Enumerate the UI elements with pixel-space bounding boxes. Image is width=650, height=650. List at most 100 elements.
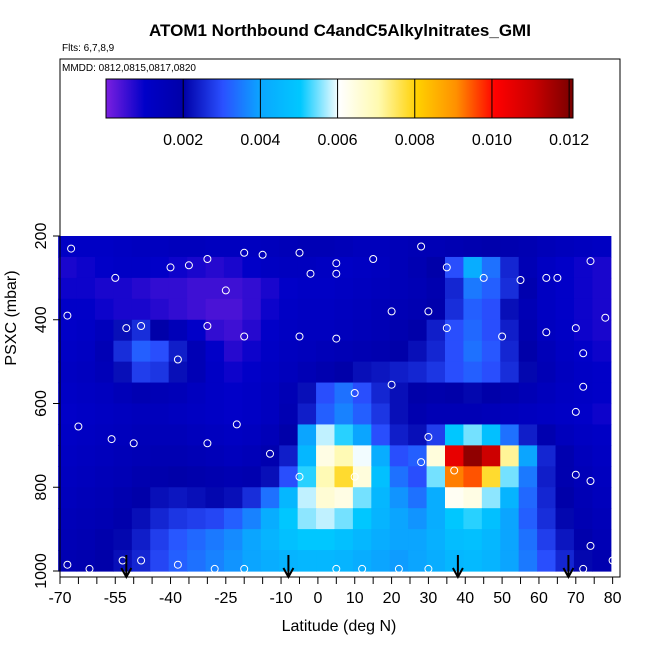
heatmap-cell [481, 236, 501, 258]
heatmap-cell [131, 340, 151, 363]
heatmap-cell [500, 361, 520, 384]
sample-point [424, 433, 433, 441]
heatmap-cell [297, 529, 317, 551]
heatmap-cell [260, 382, 280, 405]
heatmap-cell [187, 529, 207, 551]
x-tick-label: -25 [214, 590, 237, 607]
heatmap-cell [426, 361, 446, 384]
heatmap-cell [95, 277, 115, 300]
sample-point [542, 328, 551, 337]
heatmap-cell [573, 256, 593, 279]
heatmap-cell [573, 466, 593, 488]
heatmap-cell [205, 319, 225, 342]
heatmap-cell [168, 403, 188, 426]
x-tick-label: 30 [420, 590, 438, 607]
heatmap-cell [150, 319, 170, 342]
heatmap-cell [260, 403, 280, 426]
heatmap-cell [279, 466, 299, 488]
sample-point [137, 556, 146, 565]
heatmap-cell [205, 424, 225, 446]
heatmap-cell [187, 319, 207, 342]
heatmap-cell [205, 466, 225, 488]
heatmap-cell [76, 382, 96, 405]
x-tick-label: -10 [269, 590, 292, 607]
heatmap-cell [555, 361, 575, 384]
heatmap-cell [555, 550, 575, 572]
sample-point [232, 420, 241, 429]
heatmap-cell [334, 403, 354, 426]
heatmap-cell [316, 487, 336, 509]
heatmap-cell [537, 508, 557, 530]
heatmap-cell [389, 236, 409, 258]
sample-point [332, 259, 341, 268]
chart-title: ATOM1 Northbound C4andC5Alkylnitrates_GM… [149, 21, 531, 40]
y-tick-label: 400 [33, 306, 50, 333]
heatmap-cell [537, 277, 557, 300]
heatmap-cell [113, 424, 133, 446]
heatmap-cell [279, 529, 299, 551]
heatmap-cell [76, 256, 96, 279]
heatmap-cell [463, 319, 483, 342]
heatmap-cell [168, 487, 188, 509]
heatmap-cell [445, 529, 465, 551]
sample-point [306, 269, 315, 278]
heatmap-cell [555, 340, 575, 363]
heatmap-cell [592, 340, 612, 363]
heatmap-cell [518, 340, 538, 363]
heatmap-cell [223, 340, 243, 363]
heatmap-cell [95, 340, 115, 363]
heatmap-cell [223, 529, 243, 551]
heatmap-cell [352, 319, 372, 342]
heatmap-cell [408, 466, 428, 488]
heatmap-cell [445, 236, 465, 258]
sample-point [332, 564, 341, 573]
heatmap-cell [334, 466, 354, 488]
heatmap-cell [187, 340, 207, 363]
heatmap-cell [426, 298, 446, 321]
heatmap-cell [352, 424, 372, 446]
x-tick-label: 70 [567, 590, 585, 607]
dates-label: MMDD: 0812,0815,0817,0820 [62, 63, 196, 74]
heatmap-cell [131, 424, 151, 446]
heatmap-cell [592, 487, 612, 509]
heatmap-cell [334, 298, 354, 321]
heatmap-cell [463, 424, 483, 446]
heatmap-cell [260, 550, 280, 572]
heatmap-cell [555, 256, 575, 279]
heatmap-cell [260, 529, 280, 551]
heatmap-cell [352, 256, 372, 279]
heatmap-cell [297, 382, 317, 405]
sample-point [67, 244, 76, 253]
heatmap-cell [592, 445, 612, 467]
heatmap-cell [592, 466, 612, 488]
heatmap-cell [205, 340, 225, 363]
heatmap-cell [260, 424, 280, 446]
heatmap-cells [58, 236, 612, 572]
heatmap-cell [76, 424, 96, 446]
heatmap-cell [592, 424, 612, 446]
heatmap-cell [445, 403, 465, 426]
heatmap-cell [279, 487, 299, 509]
heatmap-cell [426, 508, 446, 530]
heatmap-cell [279, 361, 299, 384]
sample-point [63, 560, 72, 569]
heatmap-cell [555, 236, 575, 258]
heatmap-cell [463, 445, 483, 467]
heatmap-cell [371, 340, 391, 363]
heatmap-cell [426, 277, 446, 300]
sample-point [394, 564, 403, 573]
heatmap-cell [334, 550, 354, 572]
heatmap-cell [131, 256, 151, 279]
sample-point [479, 273, 488, 282]
sample-point [424, 307, 433, 316]
heatmap-cell [297, 508, 317, 530]
heatmap-cell [150, 236, 170, 258]
sample-point [111, 273, 120, 282]
heatmap-cell [537, 361, 557, 384]
sample-point [203, 322, 212, 330]
heatmap-cell [445, 298, 465, 321]
heatmap-cell [481, 466, 501, 488]
heatmap-cell [297, 487, 317, 509]
heatmap-cell [58, 382, 78, 405]
heatmap-cell [150, 382, 170, 405]
